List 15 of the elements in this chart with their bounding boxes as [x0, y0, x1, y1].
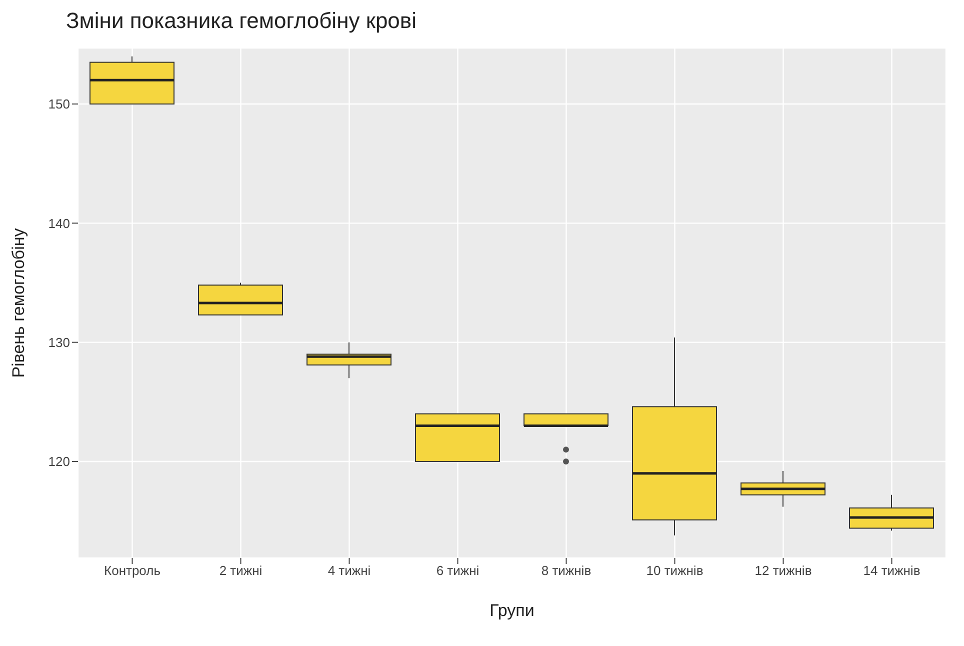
- x-tick-label: 10 тижнів: [646, 563, 704, 578]
- x-tick-label: 4 тижні: [328, 563, 371, 578]
- y-tick-label: 140: [48, 216, 70, 231]
- y-axis-title: Рівень гемоглобіну: [9, 228, 28, 378]
- x-tick-label: 8 тижнів: [541, 563, 592, 578]
- chart-title: Зміни показника гемоглобіну крові: [66, 8, 418, 34]
- x-tick-label: 14 тижнів: [863, 563, 920, 578]
- x-axis-title: Групи: [490, 601, 534, 620]
- x-tick-label: Контроль: [104, 563, 161, 578]
- y-tick-label: 130: [48, 334, 70, 350]
- x-tick-label: 6 тижні: [436, 563, 480, 578]
- x-tick-label: 12 тижнів: [754, 563, 812, 578]
- y-tick-label: 150: [48, 96, 70, 112]
- x-tick-label: 2 тижні: [219, 563, 262, 578]
- y-tick-label: 120: [48, 454, 70, 470]
